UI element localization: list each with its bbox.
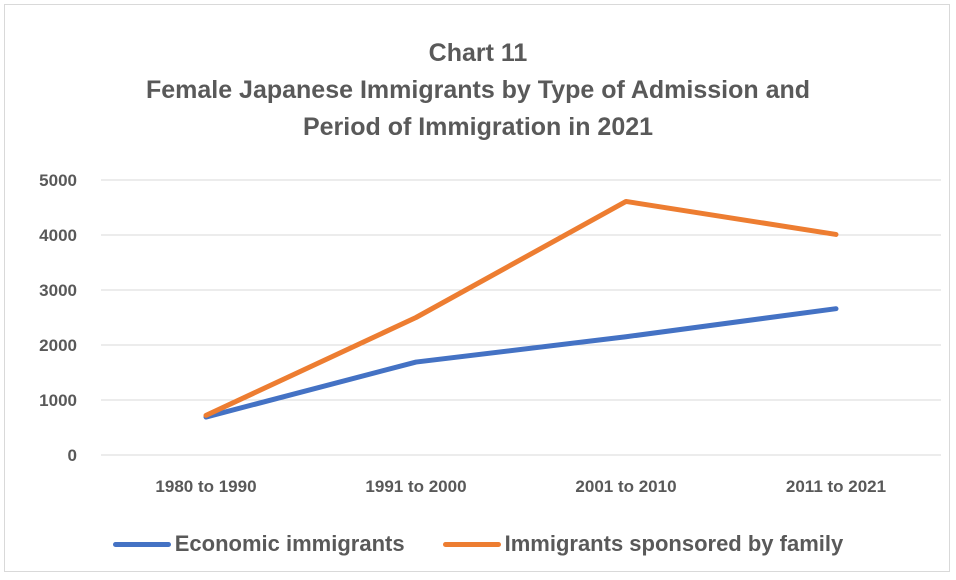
legend: Economic immigrants Immigrants sponsored… [5,531,951,557]
legend-swatch-economic [112,541,171,547]
chart-title: Chart 11 Female Japanese Immigrants by T… [5,35,951,146]
legend-swatch-family [442,541,501,547]
x-tick-label-3: 2011 to 2021 [786,477,886,496]
y-tick-label-4000: 4000 [39,226,77,245]
y-tick-label-5000: 5000 [39,171,77,190]
legend-item-economic: Economic immigrants [112,531,405,557]
series-line-economic [203,306,839,420]
legend-item-family: Immigrants sponsored by family [442,531,844,557]
y-tick-label-0: 0 [68,446,77,465]
y-tick-label-1000: 1000 [39,391,77,410]
x-tick-label-2: 2001 to 2010 [575,477,676,496]
y-tick-label-2000: 2000 [39,336,77,355]
chart-title-line-3: Period of Immigration in 2021 [302,113,654,141]
y-tick-label-3000: 3000 [39,281,77,300]
x-tick-label-1: 1991 to 2000 [365,477,466,496]
series-line-family [203,198,839,418]
plot-area: 0 1000 2000 3000 4000 5000 1980 to 1990 1991 to… [39,171,941,496]
chart-frame: Chart 11 Female Japanese Immigrants by T… [4,4,950,572]
chart-title-line-1: Chart 11 [428,39,528,67]
legend-label-economic: Economic immigrants [174,531,405,556]
legend-label-family: Immigrants sponsored by family [504,531,844,556]
x-tick-label-0: 1980 to 1990 [155,477,256,496]
chart-title-line-2: Female Japanese Immigrants by Type of Ad… [145,76,811,104]
